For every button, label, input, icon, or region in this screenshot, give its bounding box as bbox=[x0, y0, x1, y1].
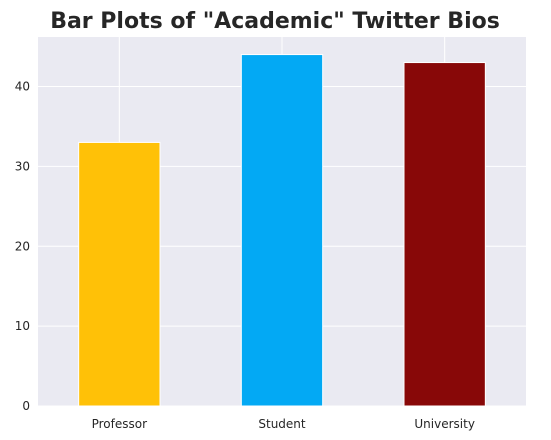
y-tick-label: 0 bbox=[22, 399, 30, 413]
x-tick-label: Professor bbox=[92, 417, 147, 431]
bar-student bbox=[240, 54, 324, 407]
x-tick-label: University bbox=[414, 417, 475, 431]
chart-title: Bar Plots of "Academic" Twitter Bios bbox=[50, 9, 500, 34]
bar-professor bbox=[78, 141, 161, 407]
x-axis-ticks: Professor Student University bbox=[92, 417, 475, 431]
y-tick-label: 40 bbox=[15, 80, 30, 94]
y-axis-ticks: 0 10 20 30 40 bbox=[15, 80, 30, 413]
bars bbox=[78, 54, 486, 407]
y-tick-label: 20 bbox=[15, 239, 30, 253]
y-tick-label: 10 bbox=[15, 319, 30, 333]
x-tick-label: Student bbox=[258, 417, 306, 431]
bar-university bbox=[403, 62, 486, 407]
y-tick-label: 30 bbox=[15, 159, 30, 173]
